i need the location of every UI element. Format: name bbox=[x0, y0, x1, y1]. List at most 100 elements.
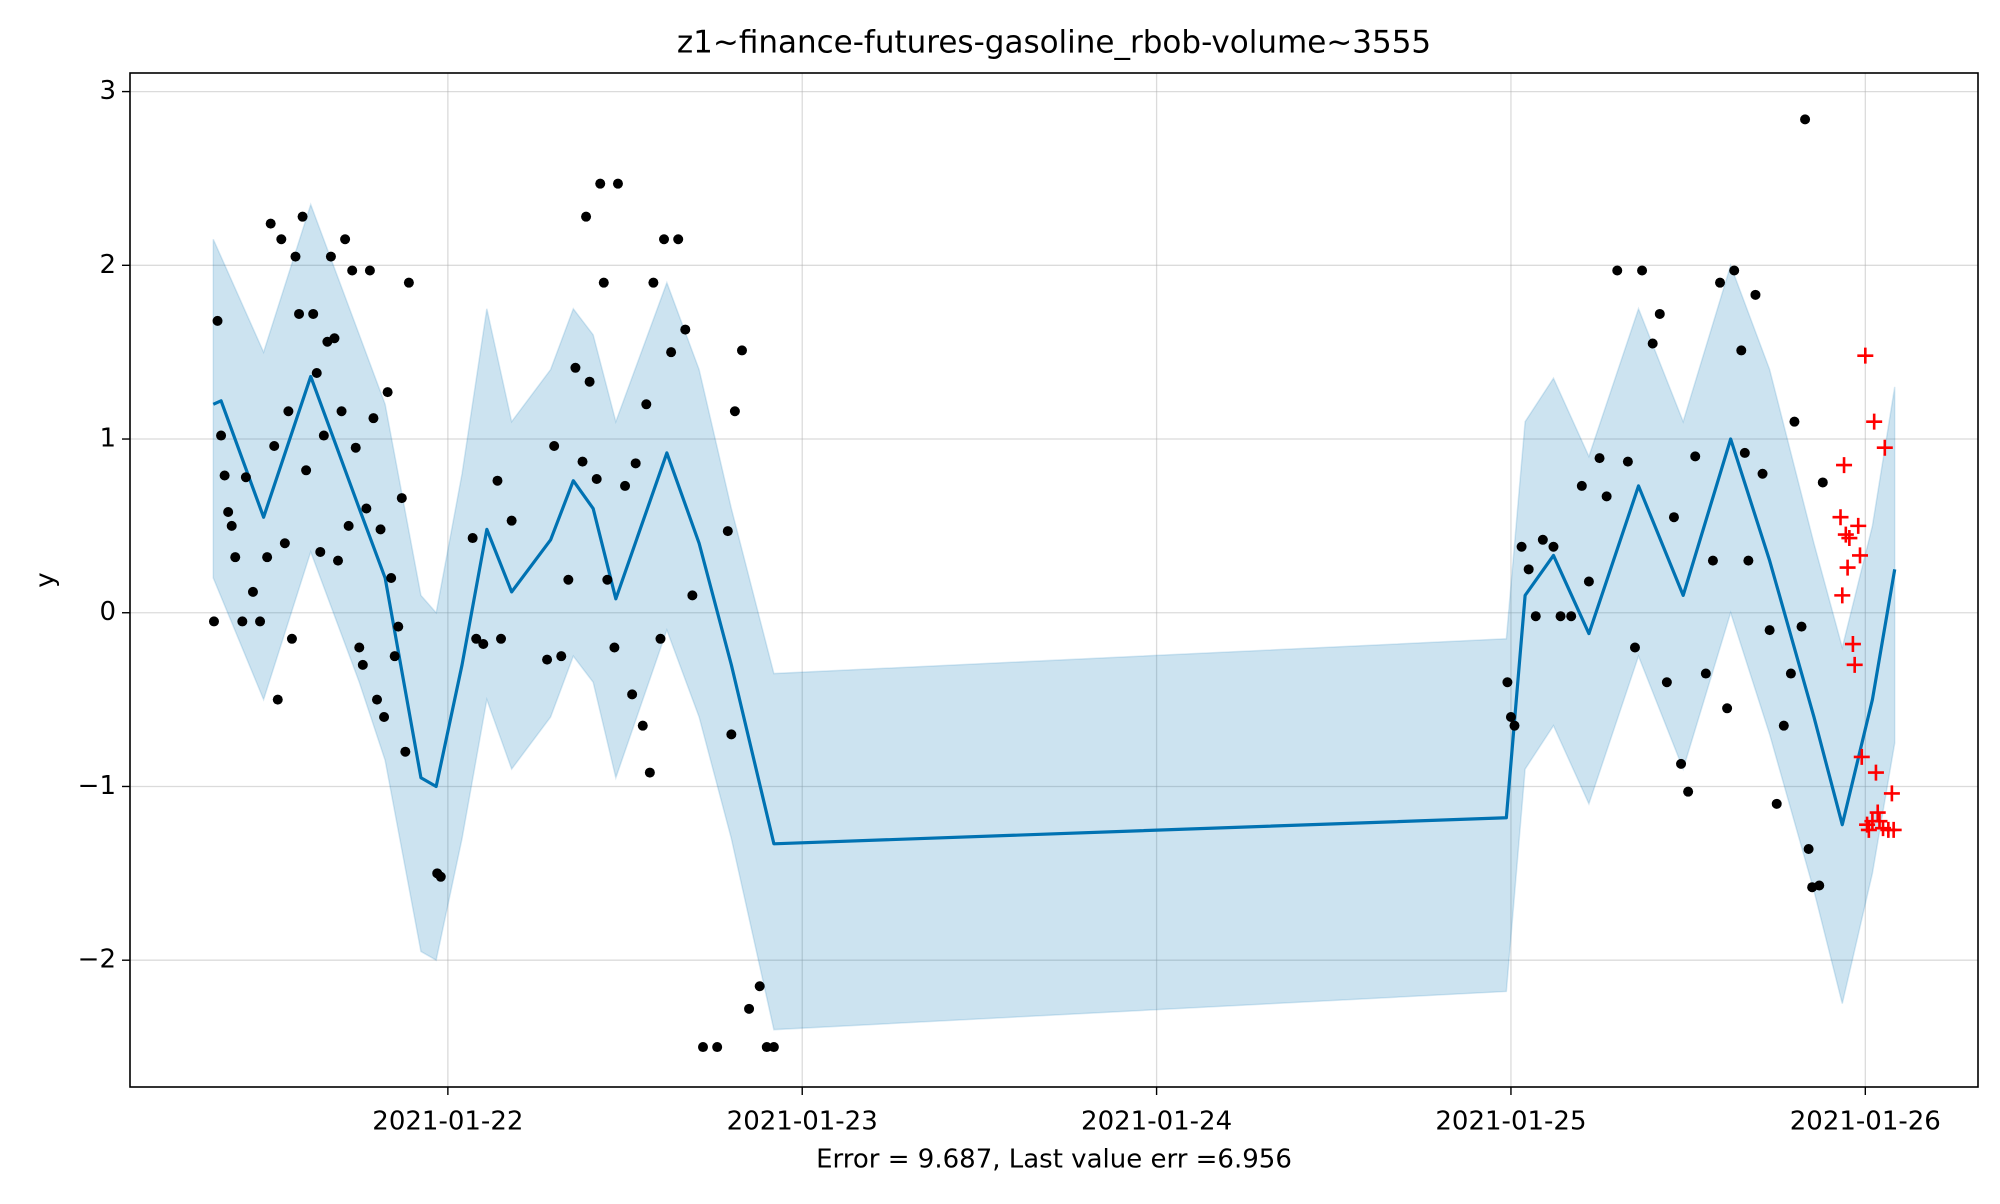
observed-point bbox=[1523, 564, 1534, 575]
observed-point bbox=[357, 659, 368, 670]
observed-point bbox=[1509, 720, 1520, 731]
observed-point bbox=[279, 538, 290, 549]
observed-point bbox=[1668, 512, 1679, 523]
observed-point bbox=[1637, 265, 1648, 276]
observed-point bbox=[1722, 703, 1733, 714]
observed-point bbox=[1537, 534, 1548, 545]
observed-point bbox=[325, 251, 336, 262]
observed-point bbox=[393, 621, 404, 632]
test-point bbox=[1871, 813, 1888, 830]
observed-point bbox=[1566, 611, 1577, 622]
y-tick-label: 3 bbox=[99, 76, 116, 106]
observed-point bbox=[364, 265, 375, 276]
observed-point bbox=[1661, 677, 1672, 688]
observed-point bbox=[219, 470, 230, 481]
observed-point bbox=[1576, 480, 1587, 491]
observed-point bbox=[286, 633, 297, 644]
observed-point bbox=[1683, 786, 1694, 797]
observed-point bbox=[435, 871, 446, 882]
observed-point bbox=[361, 503, 372, 514]
observed-point bbox=[1707, 555, 1718, 566]
observed-point bbox=[400, 746, 411, 757]
observed-point bbox=[1629, 642, 1640, 653]
test-point bbox=[1876, 439, 1893, 456]
observed-point bbox=[308, 308, 319, 319]
observed-point bbox=[379, 711, 390, 722]
observed-point bbox=[595, 178, 606, 189]
observed-point bbox=[1789, 416, 1800, 427]
observed-point bbox=[712, 1042, 723, 1053]
observed-point bbox=[591, 473, 602, 484]
observed-point bbox=[1778, 720, 1789, 731]
observed-point bbox=[1654, 308, 1665, 319]
observed-point bbox=[354, 642, 365, 653]
observed-point bbox=[698, 1042, 709, 1053]
test-point bbox=[1866, 413, 1883, 430]
observed-point bbox=[687, 590, 698, 601]
observed-point bbox=[584, 376, 595, 387]
x-tick-label: 2021-01-23 bbox=[727, 1107, 878, 1137]
observed-point bbox=[680, 324, 691, 335]
test-point bbox=[1846, 656, 1863, 673]
plot-frame bbox=[129, 72, 1979, 1088]
observed-point bbox=[371, 694, 382, 705]
observed-point bbox=[549, 440, 560, 451]
observed-point bbox=[1715, 277, 1726, 288]
observed-point bbox=[283, 406, 294, 417]
observed-point bbox=[1796, 621, 1807, 632]
observed-point bbox=[744, 1003, 755, 1014]
observed-point bbox=[637, 720, 648, 731]
test-point bbox=[1883, 785, 1900, 802]
observed-point bbox=[230, 552, 241, 563]
observed-point bbox=[471, 633, 482, 644]
observed-point bbox=[1505, 711, 1516, 722]
observed-point bbox=[1814, 880, 1825, 891]
observed-point bbox=[315, 546, 326, 557]
observed-point bbox=[1739, 447, 1750, 458]
observed-point bbox=[347, 265, 358, 276]
observed-point bbox=[1647, 338, 1658, 349]
observed-point bbox=[542, 654, 553, 665]
observed-point bbox=[570, 362, 581, 373]
x-tick-label: 2021-01-25 bbox=[1435, 1107, 1586, 1137]
observed-point bbox=[1548, 541, 1559, 552]
observed-point bbox=[340, 234, 351, 245]
test-point bbox=[1869, 804, 1886, 821]
y-axis-label: y bbox=[31, 572, 61, 587]
observed-point bbox=[1800, 114, 1811, 125]
test-point bbox=[1857, 347, 1874, 364]
observed-point bbox=[1516, 541, 1527, 552]
observed-point bbox=[492, 475, 503, 486]
observed-point bbox=[467, 533, 478, 544]
observed-point bbox=[318, 430, 329, 441]
observed-point bbox=[1743, 555, 1754, 566]
observed-point bbox=[269, 440, 280, 451]
observed-point bbox=[389, 651, 400, 662]
observed-point bbox=[297, 211, 308, 222]
observed-point bbox=[208, 616, 219, 627]
observed-point bbox=[237, 616, 248, 627]
observed-point bbox=[673, 234, 684, 245]
observed-point bbox=[1700, 668, 1711, 679]
observed-point bbox=[609, 642, 620, 653]
observed-point bbox=[1530, 611, 1541, 622]
observed-point bbox=[294, 308, 305, 319]
observed-point bbox=[212, 315, 223, 326]
test-point bbox=[1837, 526, 1854, 543]
observed-point bbox=[301, 465, 312, 476]
observed-point bbox=[343, 520, 354, 531]
observed-point bbox=[1622, 456, 1633, 467]
forecast-line bbox=[212, 374, 1897, 846]
x-tick-label: 2021-01-26 bbox=[1790, 1107, 1941, 1137]
y-tick-label: 0 bbox=[99, 597, 116, 627]
observed-point bbox=[620, 480, 631, 491]
observed-point bbox=[329, 333, 340, 344]
observed-point bbox=[396, 493, 407, 504]
observed-point bbox=[276, 234, 287, 245]
observed-point bbox=[262, 552, 273, 563]
observed-point bbox=[736, 345, 747, 356]
observed-point bbox=[350, 442, 361, 453]
observed-point bbox=[478, 639, 489, 650]
y-tick-label: −2 bbox=[78, 945, 116, 975]
